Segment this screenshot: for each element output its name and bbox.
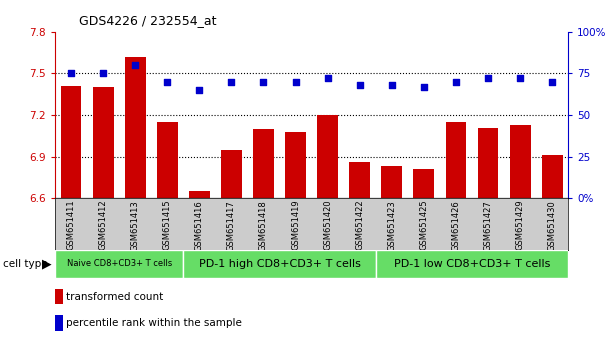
- Point: [387, 82, 397, 88]
- Bar: [93, 87, 114, 198]
- Text: GSM651426: GSM651426: [452, 200, 461, 251]
- Text: ▶: ▶: [42, 257, 52, 270]
- Point: [483, 76, 493, 81]
- Text: GSM651412: GSM651412: [98, 200, 108, 250]
- Bar: [381, 166, 402, 198]
- Point: [291, 79, 301, 85]
- Text: GSM651417: GSM651417: [227, 200, 236, 251]
- Bar: [349, 162, 370, 198]
- Text: GSM651413: GSM651413: [131, 200, 140, 251]
- Point: [163, 79, 172, 85]
- Point: [515, 76, 525, 81]
- Point: [194, 87, 204, 93]
- Point: [66, 71, 76, 76]
- Bar: [510, 125, 530, 198]
- Point: [419, 84, 429, 90]
- Text: GSM651430: GSM651430: [547, 200, 557, 251]
- Bar: [221, 150, 242, 198]
- Text: GSM651429: GSM651429: [516, 200, 525, 250]
- Bar: [376, 250, 568, 278]
- Text: GSM651422: GSM651422: [355, 200, 364, 250]
- Text: GSM651427: GSM651427: [483, 200, 492, 251]
- Bar: [478, 127, 499, 198]
- Bar: [285, 132, 306, 198]
- Text: GSM651418: GSM651418: [259, 200, 268, 251]
- Point: [227, 79, 236, 85]
- Text: transformed count: transformed count: [66, 292, 163, 302]
- Text: GSM651416: GSM651416: [195, 200, 204, 251]
- Bar: [189, 191, 210, 198]
- Text: GSM651419: GSM651419: [291, 200, 300, 250]
- Text: cell type: cell type: [3, 259, 48, 269]
- Bar: [55, 250, 183, 278]
- Text: PD-1 low CD8+CD3+ T cells: PD-1 low CD8+CD3+ T cells: [394, 259, 550, 269]
- Bar: [183, 250, 376, 278]
- Bar: [445, 122, 466, 198]
- Point: [355, 82, 365, 88]
- Text: GDS4226 / 232554_at: GDS4226 / 232554_at: [79, 14, 217, 27]
- Bar: [253, 129, 274, 198]
- Point: [98, 71, 108, 76]
- Text: GSM651425: GSM651425: [419, 200, 428, 250]
- Point: [547, 79, 557, 85]
- Point: [130, 62, 140, 68]
- Text: GSM651423: GSM651423: [387, 200, 397, 251]
- Point: [258, 79, 268, 85]
- Bar: [125, 57, 145, 198]
- Point: [323, 76, 332, 81]
- Text: GSM651411: GSM651411: [67, 200, 76, 250]
- Bar: [542, 155, 563, 198]
- Point: [451, 79, 461, 85]
- Bar: [60, 86, 81, 198]
- Text: PD-1 high CD8+CD3+ T cells: PD-1 high CD8+CD3+ T cells: [199, 259, 360, 269]
- Bar: [317, 115, 338, 198]
- Text: Naive CD8+CD3+ T cells: Naive CD8+CD3+ T cells: [67, 259, 172, 268]
- Bar: [157, 122, 178, 198]
- Text: percentile rank within the sample: percentile rank within the sample: [66, 318, 242, 328]
- Text: GSM651415: GSM651415: [163, 200, 172, 250]
- Bar: [414, 169, 434, 198]
- Text: GSM651420: GSM651420: [323, 200, 332, 250]
